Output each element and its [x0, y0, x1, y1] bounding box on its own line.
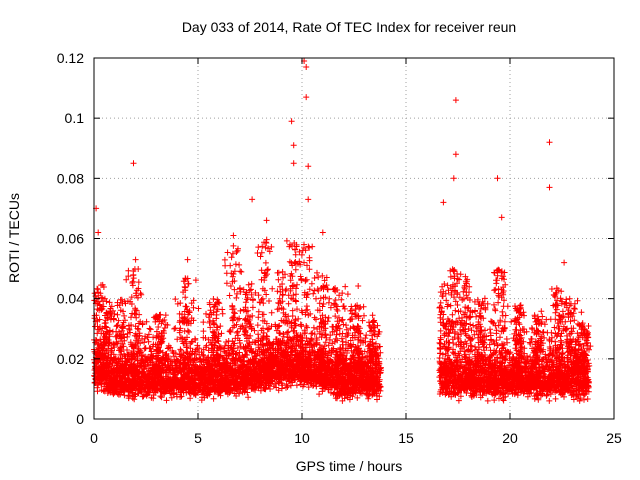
y-tick-label: 0.04 [57, 291, 84, 307]
y-tick-labels: 0 0.02 0.04 0.06 0.08 0.1 0.12 [57, 50, 84, 427]
axis-ticks [93, 57, 615, 420]
x-tick-label: 20 [502, 430, 518, 446]
roti-point-markers [91, 58, 594, 404]
y-axis-label: ROTI / TECUs [6, 193, 22, 283]
x-tick-label: 0 [90, 430, 98, 446]
x-tick-label: 15 [398, 430, 414, 446]
x-tick-labels: 0 5 10 15 20 25 [90, 430, 622, 446]
y-tick-label: 0.12 [57, 50, 84, 66]
y-tick-label: 0.02 [57, 351, 84, 367]
chart-title: Day 033 of 2014, Rate Of TEC Index for r… [182, 19, 516, 35]
x-tick-label: 10 [294, 430, 310, 446]
x-tick-label: 5 [194, 430, 202, 446]
y-tick-label: 0.08 [57, 170, 84, 186]
data-points [91, 58, 594, 404]
x-axis-label: GPS time / hours [296, 458, 403, 474]
y-tick-label: 0 [76, 411, 84, 427]
x-tick-label: 25 [606, 430, 622, 446]
y-tick-label: 0.06 [57, 231, 84, 247]
y-tick-label: 0.1 [65, 110, 85, 126]
